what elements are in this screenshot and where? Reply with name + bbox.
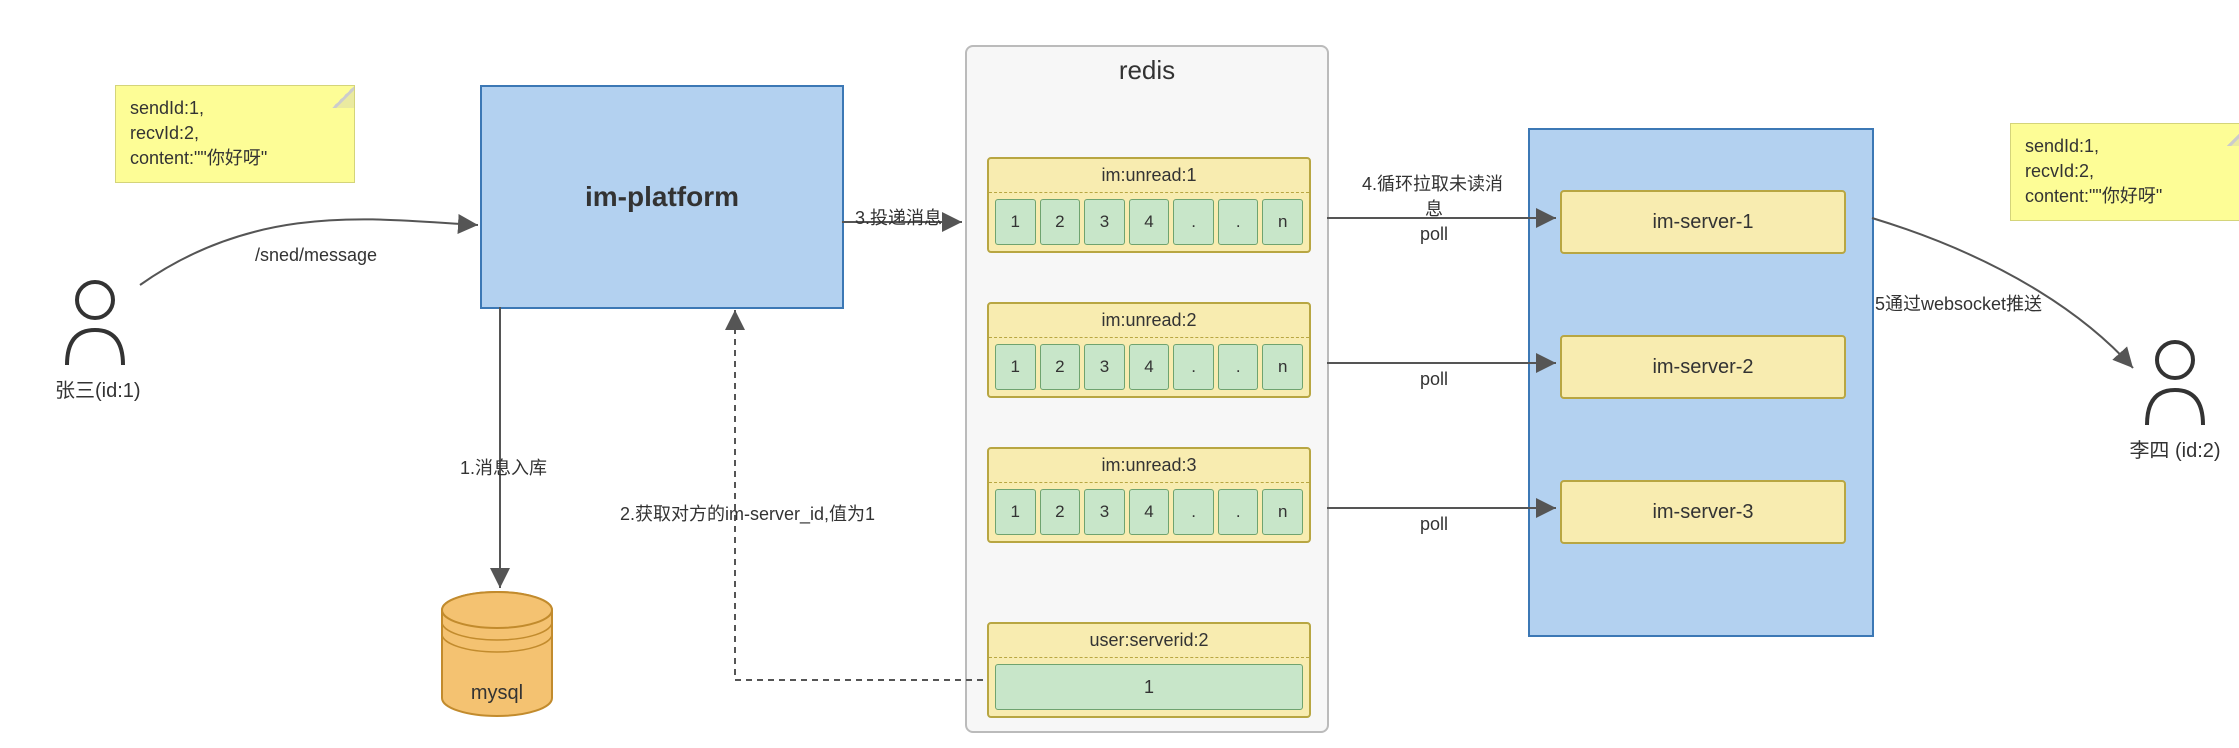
edge-poll-2: poll [1420,369,1448,390]
edge-poll-1: poll [1420,224,1448,245]
edge-label-sned: /sned/message [255,245,377,266]
edge-label-4a: 4.循环拉取未读消 [1362,170,1503,196]
edge-label-2: 2.获取对方的im-server_id,值为1 [620,500,875,526]
edge-label-1: 1.消息入库 [460,454,547,480]
edge-label-5: 5通过websocket推送 [1875,290,2042,316]
arrows-layer [0,0,2239,748]
edge-label-3: 3.投递消息 [855,204,942,230]
edge-poll-3: poll [1420,514,1448,535]
edge-label-4b: 息 [1425,195,1443,221]
